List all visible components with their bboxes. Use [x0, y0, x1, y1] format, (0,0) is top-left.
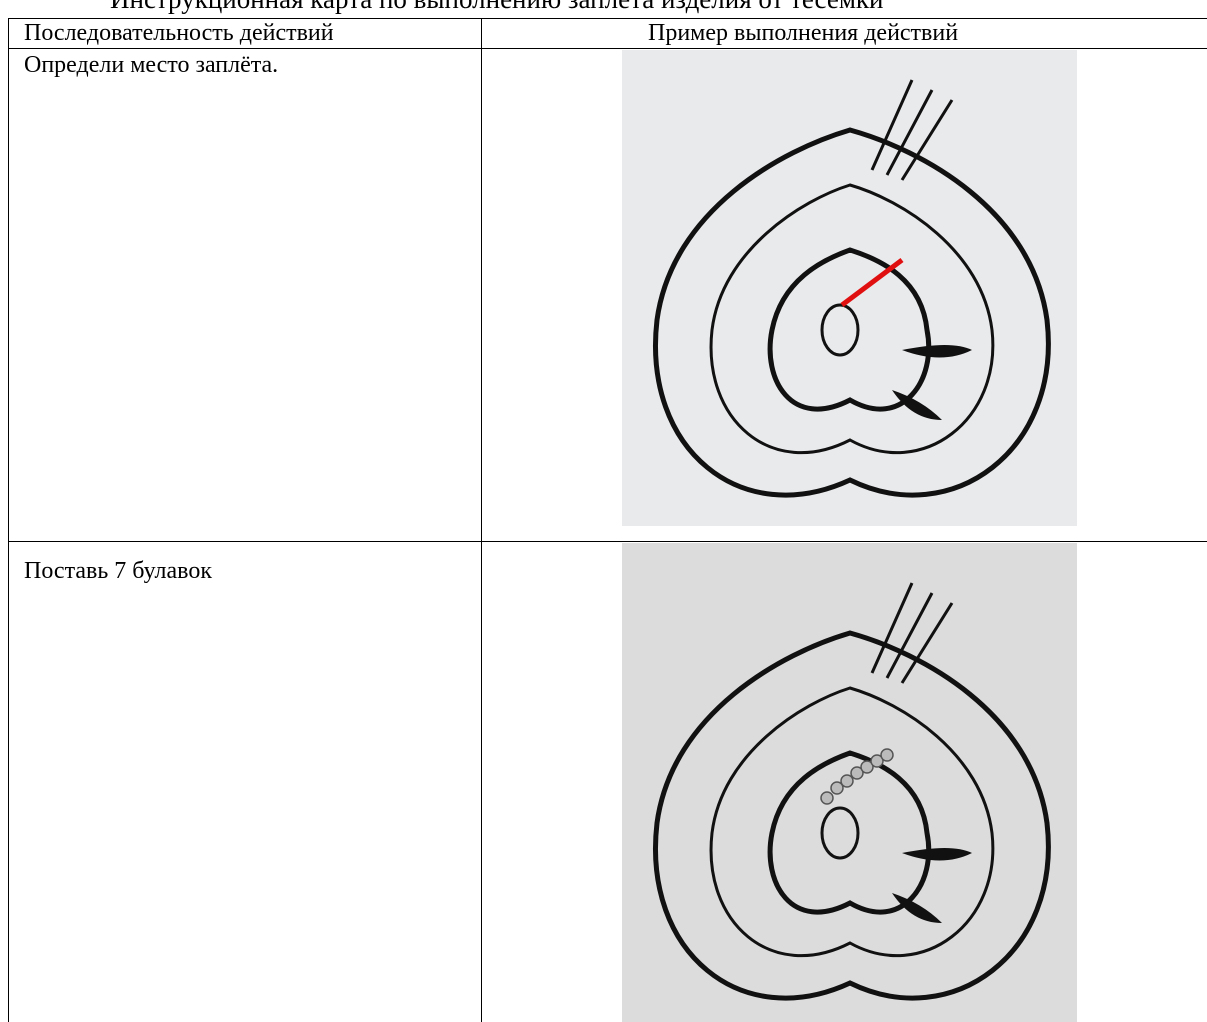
doc-title: Инструкционная карта по выполнению запле… — [110, 0, 883, 15]
row-text: Определи место заплёта. — [24, 52, 279, 78]
rule — [8, 18, 9, 1022]
rule — [8, 18, 1207, 19]
rule — [8, 48, 1207, 49]
rule — [8, 541, 1207, 542]
photo-heart — [622, 50, 1077, 526]
header-cell: Пример выполнения действий — [648, 20, 959, 46]
rule — [481, 18, 482, 1022]
photo-heart-pins — [622, 543, 1077, 1022]
header-cell: Последовательность действий — [24, 20, 334, 46]
row-text: Поставь 7 булавок — [24, 558, 212, 584]
